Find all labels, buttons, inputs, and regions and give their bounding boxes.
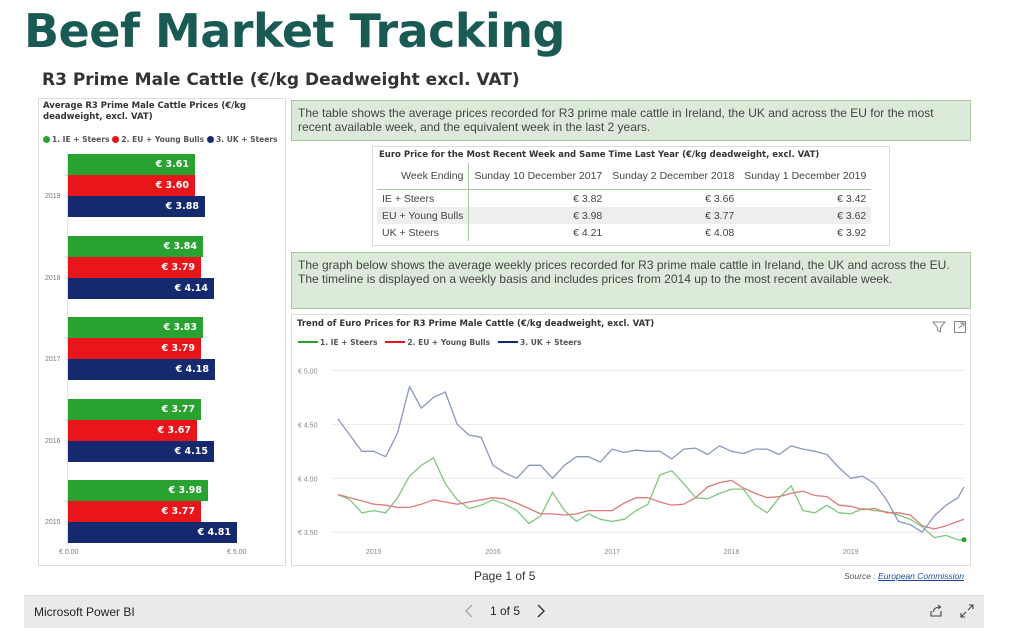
table-cell: € 3.77 — [607, 207, 740, 224]
table-cell: € 4.08 — [705, 226, 735, 239]
bar[interactable]: € 3.67 — [68, 419, 197, 441]
bar[interactable]: € 3.79 — [68, 256, 201, 278]
year-label: 2016 — [45, 437, 61, 445]
bar[interactable]: € 4.18 — [68, 359, 215, 380]
legend-item-uk[interactable]: 3. UK + Steers — [207, 135, 277, 144]
y-tick-label: € 5.00 — [298, 368, 318, 375]
bar[interactable]: € 3.98 — [68, 480, 208, 501]
table-cell: € 3.66 — [705, 192, 735, 205]
trend-chart-title: Trend of Euro Prices for R3 Prime Male C… — [297, 319, 655, 329]
table-header-row: Week Ending Sunday 10 December 2017 Sund… — [377, 163, 872, 190]
y-tick-label: € 4.50 — [298, 422, 318, 429]
x-tick-label: 2019 — [843, 549, 859, 556]
chevron-right-icon[interactable] — [534, 602, 548, 620]
page-subtitle: R3 Prime Male Cattle (€/kg Deadweight ex… — [42, 70, 520, 90]
trend-line-chart[interactable]: € 3.50 € 4.00 € 4.50 € 5.00 2015 2016 2017 2018… — [291, 314, 971, 566]
series-line — [337, 479, 965, 530]
trend-chart-plot: € 3.50 € 4.00 € 4.50 € 5.00 2015 2016 2017 2018… — [298, 368, 967, 556]
last-point-marker — [961, 537, 967, 543]
table-description: The table shows the average prices recor… — [291, 100, 971, 141]
legend-item-ie[interactable]: 1. IE + Steers — [43, 135, 109, 144]
column-header[interactable]: Sunday 1 December 2019 — [739, 163, 872, 190]
table-cell: € 3.92 — [837, 226, 867, 239]
fullscreen-icon[interactable] — [960, 604, 974, 618]
bar[interactable]: € 3.77 — [68, 501, 201, 522]
share-icon[interactable] — [929, 604, 943, 618]
bar[interactable]: € 4.14 — [68, 277, 214, 299]
row-label: IE + Steers — [377, 189, 470, 207]
bar-chart-legend: 1. IE + Steers 2. EU + Young Bulls 3. UK… — [43, 135, 277, 144]
bar[interactable]: € 3.77 — [68, 398, 201, 420]
price-table-title: Euro Price for the Most Recent Week and … — [379, 150, 820, 160]
column-header[interactable]: Week Ending — [377, 163, 470, 190]
page-indicator: Page 1 of 5 — [474, 569, 536, 583]
legend-item-ie[interactable]: 1. IE + Steers — [298, 338, 377, 347]
bar[interactable]: € 3.83 — [68, 317, 203, 338]
source-note: Source : European Commission — [844, 571, 965, 581]
legend-item-eu[interactable]: 2. EU + Young Bulls — [112, 135, 204, 144]
legend-item-eu[interactable]: 2. EU + Young Bulls — [385, 338, 490, 347]
table-cell: € 3.98 — [468, 207, 608, 224]
bar-chart-axis — [67, 151, 68, 546]
column-header[interactable]: Sunday 2 December 2018 — [607, 163, 740, 190]
page-title: Beef Market Tracking — [24, 4, 565, 58]
year-label: 2019 — [45, 193, 61, 200]
x-tick-label: 2018 — [724, 549, 740, 556]
year-label: 2018 — [45, 274, 61, 282]
legend-item-uk[interactable]: 3. UK + Steers — [498, 338, 581, 347]
table-cell: € 3.42 — [837, 192, 867, 205]
bar[interactable]: € 3.61 — [68, 154, 195, 175]
x-tick-label: 2016 — [485, 549, 501, 556]
x-tick-label: 2015 — [366, 549, 382, 556]
y-tick-label: € 3.50 — [298, 530, 318, 537]
trend-chart-legend: 1. IE + Steers 2. EU + Young Bulls 3. UK… — [298, 338, 581, 347]
price-table: Week Ending Sunday 10 December 2017 Sund… — [377, 163, 872, 241]
y-tick-label: € 4.00 — [298, 476, 318, 483]
bar[interactable]: € 3.60 — [68, 175, 195, 196]
row-label: UK + Steers — [377, 224, 470, 241]
bar[interactable]: € 3.84 — [68, 235, 203, 257]
bar-chart-title: Average R3 Prime Male Cattle Prices (€/k… — [43, 101, 247, 122]
filter-icon[interactable] — [932, 320, 946, 334]
axis-tick-max: € 5.00 — [227, 549, 247, 556]
pager-text: 1 of 5 — [490, 604, 521, 618]
table-cell: € 3.82 — [573, 192, 603, 205]
graph-description: The graph below shows the average weekly… — [291, 252, 971, 309]
bar-chart-plot: 2019 € 3.61 € 3.60 € 3.88 2018 € 3.84 € 3.79 € … — [39, 99, 287, 567]
average-price-bar-chart[interactable]: Average R3 Prime Male Cattle Prices (€/k… — [38, 98, 286, 566]
bar[interactable]: € 4.81 — [68, 522, 237, 543]
powerbi-brand[interactable]: Microsoft Power BI — [34, 605, 135, 619]
focus-mode-icon[interactable] — [953, 320, 967, 334]
page-navigator: 1 of 5 — [462, 602, 548, 620]
row-label: EU + Young Bulls — [377, 207, 470, 224]
table-cell: € 4.21 — [573, 226, 603, 239]
table-cell: € 3.62 — [739, 207, 872, 224]
source-link[interactable]: European Commission — [878, 571, 965, 581]
bar[interactable]: € 3.88 — [68, 196, 205, 217]
column-header[interactable]: Sunday 10 December 2017 — [468, 163, 608, 190]
powerbi-footer: Microsoft Power BI 1 of 5 — [24, 595, 984, 628]
chevron-left-icon[interactable] — [462, 602, 476, 620]
table-row[interactable]: UK + Steers € 4.21 € 4.08 € 3.92 — [377, 224, 871, 241]
series-line — [337, 385, 965, 533]
price-table-panel[interactable]: Euro Price for the Most Recent Week and … — [372, 146, 890, 246]
bar[interactable]: € 4.15 — [68, 440, 214, 462]
x-tick-label: 2017 — [604, 549, 620, 556]
axis-tick-min: € 0.00 — [59, 549, 79, 556]
table-row[interactable]: IE + Steers € 3.82 € 3.66 € 3.42 — [377, 189, 871, 207]
year-label: 2017 — [45, 356, 61, 363]
year-label: 2015 — [45, 519, 61, 526]
table-row[interactable]: EU + Young Bulls € 3.98 € 3.77 € 3.62 — [377, 207, 872, 224]
bar[interactable]: € 3.79 — [68, 338, 201, 359]
